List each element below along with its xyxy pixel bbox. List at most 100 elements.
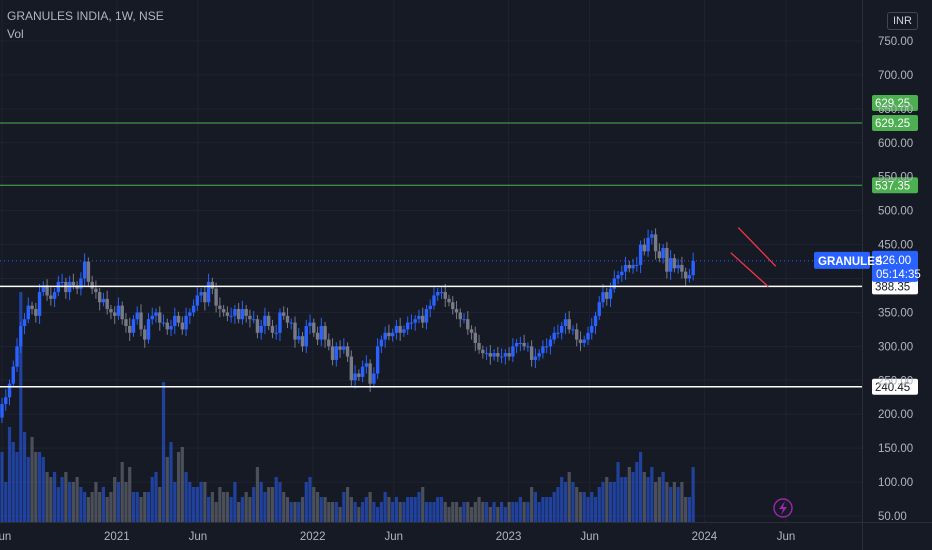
candle-body [330,346,335,360]
candle-body [0,404,4,418]
volume-bar [357,507,361,522]
volume-bar [7,427,12,522]
candle-body [691,260,695,276]
volume-bar [199,482,203,522]
lightning-icon-bolt [779,501,787,515]
volume-bar [180,447,184,522]
volume-bar [428,502,432,522]
candle-body [552,332,556,340]
candle-body [82,261,87,279]
volume-bar [244,492,248,522]
currency-button[interactable]: INR [887,12,918,30]
volume-bar [451,502,455,522]
volume-bar [406,497,410,522]
volume-bar [206,497,211,522]
volume-bar [11,442,15,522]
volume-bar [34,452,38,522]
candle-body [225,312,230,316]
candle-body [116,305,121,316]
volume-bar [229,497,233,522]
volume-bar [252,487,256,522]
candle-body [165,322,169,330]
candle-body [383,332,387,340]
volume-bar [398,502,402,522]
x-tick-label: Jun [0,531,11,543]
volume-bar [315,492,320,522]
candle-body [537,353,541,357]
volume-bar [654,482,658,522]
candle-body [390,332,395,337]
volume-bar [672,482,676,522]
candle-body [139,312,143,330]
volume-bar [15,452,19,522]
volume-indicator-label[interactable]: Vol [7,27,24,41]
volume-bar [443,502,447,522]
volume-bar [439,497,444,522]
candle-body [158,312,162,323]
volume-bar [560,477,564,522]
candle-body [499,356,504,358]
volume-bar [240,497,245,522]
volume-bar [345,487,350,522]
candle-body [199,292,203,296]
price-level-tag-label: 240.45 [875,382,910,394]
candle-body [334,346,339,360]
candle-body [657,251,662,259]
y-tick-label: 250.00 [878,375,913,387]
volume-bar [402,502,406,522]
volume-bar [436,497,440,522]
candle-body [79,278,83,289]
x-tick-label: Jun [384,531,403,543]
volume-bar [312,487,316,522]
candle-body [398,326,402,333]
volume-bar [41,457,45,522]
volume-bar [146,492,151,522]
volume-bar [128,467,132,522]
volume-bar [684,497,688,522]
candle-body [646,237,650,252]
volume-bar [361,502,365,522]
volume-bar [37,452,42,522]
price-level-tag-label: 388.35 [875,281,910,293]
volume-bar [210,492,214,522]
candle-body [274,332,278,334]
price-level-tag: 240.45 [872,378,918,395]
candle-body [394,326,399,333]
candle-body [210,281,215,289]
volume-bar [282,492,286,522]
candle-body [240,309,245,320]
y-tick-label: 550.00 [878,172,913,184]
volume-bar [612,482,616,522]
candle-body [154,312,158,316]
volume-bar [548,497,553,522]
volume-bar [169,442,173,522]
x-tick-label: 2021 [104,531,130,543]
volume-bar [526,502,530,522]
candle-body [424,309,429,323]
volume-bar [676,487,680,522]
candle-body [567,319,571,330]
volume-bar [56,487,60,522]
candle-body [146,319,151,340]
candle-body [650,234,654,238]
candle-body [447,298,451,303]
volume-bar [304,482,308,522]
y-tick-label: 500.00 [878,206,913,218]
channel-lower-line [730,252,769,288]
volume-bar [454,502,459,522]
volume-bar [64,472,68,522]
volume-series [0,292,695,522]
y-tick-label: 50.00 [878,511,907,523]
candle-body [90,281,94,289]
volume-bar [338,507,342,522]
last-price-tag: 426.00 05:14:35 [872,250,921,282]
candle-body [432,295,436,306]
candle-body [372,373,376,384]
price-level-tag-label: 537.35 [875,180,910,192]
volume-bar [255,467,260,522]
volume-bar [45,472,49,522]
candle-body [597,302,601,316]
candle-body [304,326,308,347]
candle-body [49,295,53,299]
